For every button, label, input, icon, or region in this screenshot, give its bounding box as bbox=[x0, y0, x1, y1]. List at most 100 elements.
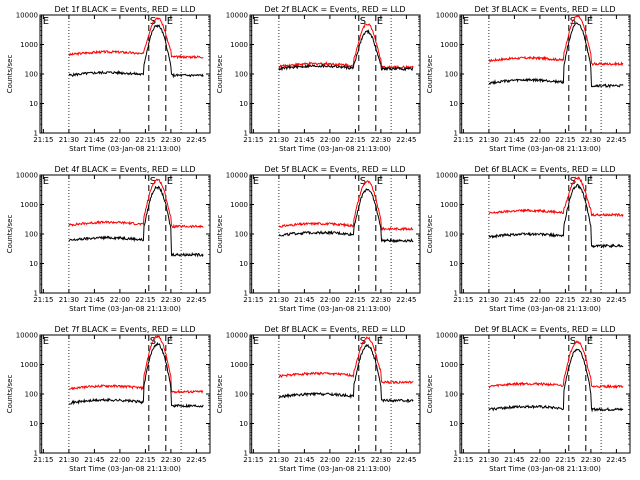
panel-title: Det 2f BLACK = Events, RED = LLD bbox=[264, 5, 405, 14]
marker-label: S bbox=[360, 16, 366, 27]
y-tick-label: 100 bbox=[445, 71, 458, 79]
x-tick-label: 21:45 bbox=[504, 296, 524, 304]
x-tick-label: 21:15 bbox=[33, 456, 53, 464]
marker-label: E bbox=[253, 336, 259, 347]
panel-det-9: Det 9f BLACK = Events, RED = LLD 1 10 100 10… bbox=[426, 325, 631, 473]
y-tick-label: 1 bbox=[454, 450, 458, 458]
y-tick-label: 10000 bbox=[16, 172, 38, 180]
x-tick-label: 22:00 bbox=[320, 456, 340, 464]
x-tick-label: 21:45 bbox=[294, 136, 314, 144]
x-tick-label: 22:45 bbox=[606, 136, 626, 144]
events-series-line bbox=[488, 183, 624, 249]
x-tick-label: 21:30 bbox=[269, 296, 289, 304]
marker-label: E bbox=[377, 176, 383, 187]
events-series-line bbox=[278, 28, 414, 72]
y-axis-label: Counts/sec bbox=[426, 215, 434, 254]
x-tick-label: 22:45 bbox=[396, 136, 416, 144]
y-tick-label: 10000 bbox=[16, 12, 38, 20]
x-tick-label: 22:30 bbox=[371, 136, 391, 144]
y-tick-label: 10 bbox=[29, 100, 38, 108]
x-tick-label: 22:45 bbox=[396, 456, 416, 464]
x-tick-label: 21:15 bbox=[33, 136, 53, 144]
marker-label: E bbox=[587, 336, 593, 347]
events-series-line bbox=[278, 343, 414, 404]
x-axis-label: Start Time (03-Jan-08 21:13:00) bbox=[69, 145, 181, 153]
y-tick-label: 100 bbox=[25, 231, 38, 239]
lld-series-line bbox=[68, 333, 204, 394]
events-series-line bbox=[488, 22, 624, 89]
y-axis-label: Counts/sec bbox=[426, 55, 434, 94]
y-tick-label: 1 bbox=[244, 450, 248, 458]
x-tick-label: 21:45 bbox=[294, 296, 314, 304]
y-tick-label: 10000 bbox=[436, 12, 458, 20]
y-tick-label: 10 bbox=[449, 260, 458, 268]
x-axis-label: Start Time (03-Jan-08 21:13:00) bbox=[489, 465, 601, 473]
lld-series-line bbox=[278, 180, 414, 232]
x-tick-label: 21:45 bbox=[504, 136, 524, 144]
y-axis-label: Counts/sec bbox=[216, 215, 224, 254]
y-tick-label: 1 bbox=[244, 130, 248, 138]
x-tick-label: 22:30 bbox=[371, 296, 391, 304]
y-tick-label: 1000 bbox=[230, 361, 248, 369]
y-tick-label: 100 bbox=[235, 71, 248, 79]
y-tick-label: 1 bbox=[34, 450, 38, 458]
x-axis-label: Start Time (03-Jan-08 21:13:00) bbox=[489, 145, 601, 153]
x-tick-label: 21:30 bbox=[269, 136, 289, 144]
y-tick-label: 10 bbox=[239, 100, 248, 108]
x-axis-label: Start Time (03-Jan-08 21:13:00) bbox=[69, 465, 181, 473]
x-tick-label: 22:00 bbox=[110, 296, 130, 304]
y-tick-label: 1 bbox=[454, 290, 458, 298]
x-tick-label: 22:45 bbox=[606, 296, 626, 304]
x-tick-label: 22:30 bbox=[581, 456, 601, 464]
marker-label: S bbox=[570, 176, 576, 187]
marker-label: E bbox=[167, 176, 173, 187]
x-tick-label: 21:15 bbox=[33, 296, 53, 304]
x-axis-label: Start Time (03-Jan-08 21:13:00) bbox=[69, 305, 181, 313]
events-series-line bbox=[68, 185, 204, 258]
marker-label: S bbox=[150, 176, 156, 187]
y-tick-label: 100 bbox=[235, 231, 248, 239]
lld-series-line bbox=[68, 178, 204, 229]
y-tick-label: 10000 bbox=[226, 332, 248, 340]
y-axis-label: Counts/sec bbox=[6, 215, 14, 254]
x-tick-label: 21:15 bbox=[453, 296, 473, 304]
marker-label: E bbox=[43, 176, 49, 187]
marker-label: E bbox=[167, 16, 173, 27]
x-tick-label: 22:30 bbox=[371, 456, 391, 464]
marker-label: E bbox=[463, 336, 469, 347]
x-tick-label: 21:15 bbox=[453, 456, 473, 464]
x-tick-label: 22:15 bbox=[135, 456, 155, 464]
plot-frame bbox=[39, 174, 211, 294]
y-axis-label: Counts/sec bbox=[426, 375, 434, 414]
marker-label: S bbox=[570, 336, 576, 347]
x-tick-label: 22:00 bbox=[530, 136, 550, 144]
marker-label: E bbox=[43, 16, 49, 27]
x-tick-label: 21:15 bbox=[243, 296, 263, 304]
marker-label: E bbox=[377, 16, 383, 27]
y-tick-label: 1000 bbox=[20, 41, 38, 49]
x-tick-label: 22:45 bbox=[186, 136, 206, 144]
y-tick-label: 10000 bbox=[436, 332, 458, 340]
panel-title: Det 8f BLACK = Events, RED = LLD bbox=[264, 325, 405, 334]
marker-label: E bbox=[587, 16, 593, 27]
y-tick-label: 1 bbox=[34, 290, 38, 298]
events-series-line bbox=[68, 24, 204, 79]
y-tick-label: 10 bbox=[29, 420, 38, 428]
lld-series-line bbox=[488, 340, 624, 389]
x-axis-label: Start Time (03-Jan-08 21:13:00) bbox=[279, 305, 391, 313]
x-tick-label: 21:45 bbox=[84, 456, 104, 464]
marker-label: S bbox=[570, 16, 576, 27]
events-series-line bbox=[68, 341, 204, 409]
panel-title: Det 5f BLACK = Events, RED = LLD bbox=[264, 165, 405, 174]
y-tick-label: 1000 bbox=[440, 41, 458, 49]
plot-frame bbox=[249, 14, 421, 134]
y-tick-label: 100 bbox=[445, 231, 458, 239]
x-tick-label: 21:45 bbox=[84, 136, 104, 144]
panel-det-8: Det 8f BLACK = Events, RED = LLD 1 10 100 10… bbox=[216, 325, 421, 473]
x-tick-label: 22:15 bbox=[135, 296, 155, 304]
marker-label: E bbox=[253, 176, 259, 187]
x-tick-label: 21:30 bbox=[479, 456, 499, 464]
y-axis-label: Counts/sec bbox=[216, 55, 224, 94]
y-tick-label: 1000 bbox=[440, 201, 458, 209]
